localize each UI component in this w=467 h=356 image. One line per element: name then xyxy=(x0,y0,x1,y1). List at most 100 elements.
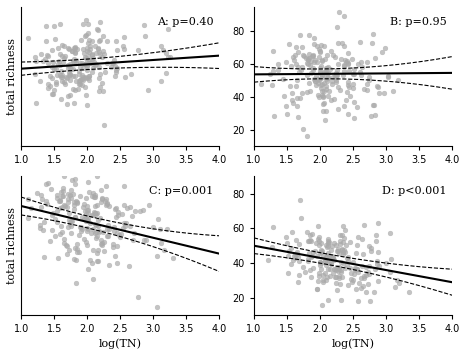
Point xyxy=(94,247,101,252)
Point xyxy=(83,226,91,231)
Point xyxy=(319,277,326,282)
Y-axis label: total richness: total richness xyxy=(7,207,17,284)
Point xyxy=(323,83,330,89)
Point xyxy=(324,70,332,76)
Point xyxy=(354,298,362,303)
Point xyxy=(305,32,313,37)
Point xyxy=(369,103,376,108)
Point xyxy=(76,64,84,70)
Point xyxy=(332,78,340,83)
Point xyxy=(349,277,357,283)
Point xyxy=(331,73,339,79)
Point xyxy=(99,33,106,38)
Point xyxy=(68,48,76,53)
Point xyxy=(98,187,105,193)
Point xyxy=(371,289,378,294)
Point xyxy=(334,268,341,274)
Point xyxy=(84,207,92,213)
Point xyxy=(99,80,106,86)
Point xyxy=(316,259,324,265)
Point xyxy=(49,227,56,233)
Point xyxy=(340,68,347,74)
Point xyxy=(57,72,64,78)
Point xyxy=(298,215,305,221)
Point xyxy=(65,46,73,52)
Point xyxy=(66,72,74,78)
Point xyxy=(87,230,94,236)
Point xyxy=(79,65,86,70)
Point xyxy=(33,100,40,106)
Point xyxy=(142,33,149,39)
Point xyxy=(365,74,373,79)
Point xyxy=(49,91,57,97)
Point xyxy=(56,51,64,57)
Point xyxy=(339,250,347,255)
Point xyxy=(361,86,368,91)
Point xyxy=(325,253,333,259)
Point xyxy=(312,73,319,79)
Point xyxy=(57,189,64,195)
Point xyxy=(306,237,313,243)
Point xyxy=(384,74,391,80)
Point xyxy=(78,76,86,82)
Point xyxy=(71,50,79,56)
Point xyxy=(58,193,65,198)
Point xyxy=(27,205,34,211)
Point xyxy=(62,242,69,248)
Point xyxy=(120,34,128,40)
Point xyxy=(269,224,276,230)
Point xyxy=(102,196,110,202)
Point xyxy=(374,220,382,226)
Point xyxy=(314,92,322,98)
Point xyxy=(44,180,52,186)
Point xyxy=(82,32,90,38)
Point xyxy=(314,77,321,82)
Point xyxy=(99,48,107,54)
Point xyxy=(103,200,111,206)
Point xyxy=(92,194,99,200)
Point xyxy=(319,93,327,99)
Point xyxy=(64,66,71,71)
Point xyxy=(372,238,380,244)
Point xyxy=(295,64,302,69)
Point xyxy=(42,38,50,44)
Point xyxy=(368,40,376,46)
Point xyxy=(59,185,67,191)
Point xyxy=(330,240,338,246)
Point xyxy=(314,80,322,86)
Point xyxy=(78,73,86,78)
Point xyxy=(330,257,338,262)
Point xyxy=(154,253,161,258)
Point xyxy=(82,215,90,221)
Point xyxy=(344,282,352,288)
Point xyxy=(288,90,296,96)
Point xyxy=(311,59,318,65)
Point xyxy=(164,26,172,32)
Point xyxy=(82,239,90,245)
Point xyxy=(291,255,298,261)
Point xyxy=(286,248,293,254)
Point xyxy=(310,77,318,82)
Point xyxy=(323,65,331,70)
Point xyxy=(44,54,51,59)
Point xyxy=(375,263,383,268)
Point xyxy=(56,206,64,211)
Point xyxy=(84,242,91,248)
Point xyxy=(274,61,282,67)
Point xyxy=(345,62,352,67)
Point xyxy=(307,58,315,64)
Point xyxy=(324,93,332,98)
Point xyxy=(70,199,78,204)
Point xyxy=(77,224,85,230)
Point xyxy=(83,102,91,108)
Point xyxy=(300,54,308,59)
Point xyxy=(96,51,103,57)
Point xyxy=(84,21,92,27)
Point xyxy=(66,77,73,83)
Point xyxy=(85,77,92,83)
Point xyxy=(65,72,72,78)
Point xyxy=(124,205,131,211)
Point xyxy=(311,78,319,83)
Point xyxy=(85,179,92,185)
Point xyxy=(365,244,372,249)
